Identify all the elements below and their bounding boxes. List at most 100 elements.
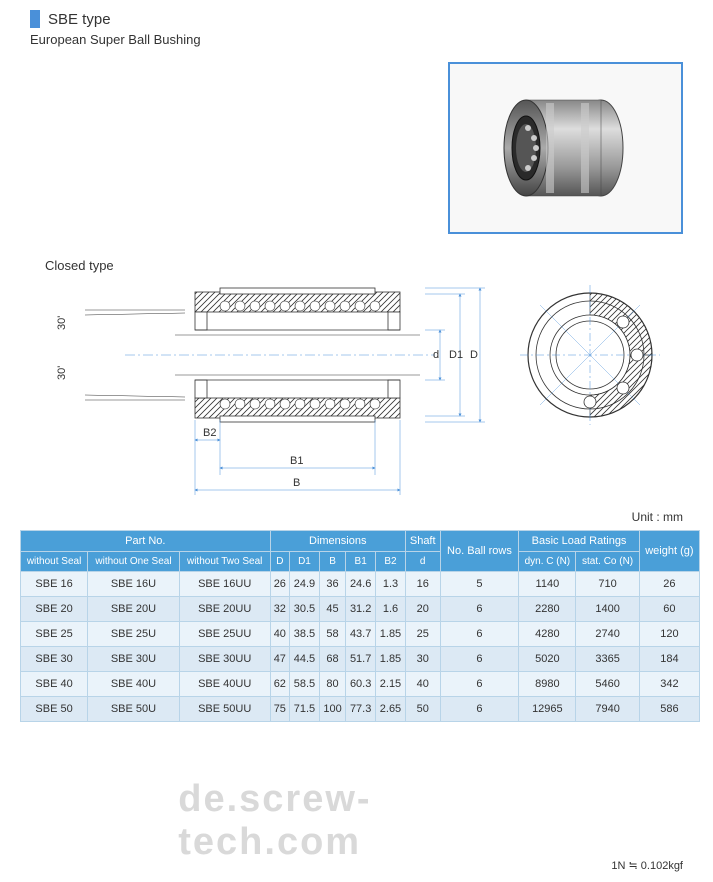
dim-d1: D1 xyxy=(449,349,463,361)
table-cell: 1.85 xyxy=(376,622,406,647)
table-cell: 31.2 xyxy=(346,597,376,622)
table-cell: SBE 40 xyxy=(21,672,88,697)
table-cell: SBE 40U xyxy=(88,672,180,697)
table-cell: SBE 50 xyxy=(21,697,88,722)
technical-diagram: B2 B1 B d D1 D 30' 30' xyxy=(45,280,685,505)
table-cell: SBE 16U xyxy=(88,572,180,597)
table-cell: SBE 20 xyxy=(21,597,88,622)
table-sub-header: B2 xyxy=(376,552,406,572)
table-cell: 24.6 xyxy=(346,572,376,597)
table-row: SBE 16SBE 16USBE 16UU2624.93624.61.31651… xyxy=(21,572,700,597)
table-cell: 26 xyxy=(270,572,289,597)
table-cell: 120 xyxy=(639,622,699,647)
page-header: SBE type European Super Ball Bushing xyxy=(0,0,713,47)
table-cell: 7940 xyxy=(576,697,639,722)
table-cell: 24.9 xyxy=(290,572,320,597)
table-cell: 2.65 xyxy=(376,697,406,722)
table-sub-header: B1 xyxy=(346,552,376,572)
table-cell: 44.5 xyxy=(290,647,320,672)
table-cell: 8980 xyxy=(519,672,576,697)
table-cell: 26 xyxy=(639,572,699,597)
table-cell: SBE 40UU xyxy=(179,672,270,697)
table-cell: 1.3 xyxy=(376,572,406,597)
subtitle: European Super Ball Bushing xyxy=(30,32,713,47)
table-cell: 25 xyxy=(405,622,440,647)
table-group-header: Basic Load Ratings xyxy=(519,531,639,552)
table-cell: 2.15 xyxy=(376,672,406,697)
type-title: SBE type xyxy=(48,11,111,28)
table-cell: SBE 16UU xyxy=(179,572,270,597)
table-cell: 16 xyxy=(405,572,440,597)
table-cell: 586 xyxy=(639,697,699,722)
table-cell: SBE 30 xyxy=(21,647,88,672)
table-cell: 1140 xyxy=(519,572,576,597)
table-cell: 51.7 xyxy=(346,647,376,672)
table-cell: 60.3 xyxy=(346,672,376,697)
table-row: SBE 40SBE 40USBE 40UU6258.58060.32.15406… xyxy=(21,672,700,697)
table-cell: 5 xyxy=(440,572,519,597)
table-sub-header: B xyxy=(319,552,345,572)
product-image-box xyxy=(448,62,683,234)
table-cell: 36 xyxy=(319,572,345,597)
table-cell: 6 xyxy=(440,697,519,722)
table-cell: 62 xyxy=(270,672,289,697)
table-cell: 342 xyxy=(639,672,699,697)
angle-2: 30' xyxy=(56,366,68,380)
table-cell: SBE 20U xyxy=(88,597,180,622)
table-cell: 71.5 xyxy=(290,697,320,722)
table-cell: 4280 xyxy=(519,622,576,647)
table-cell: 58.5 xyxy=(290,672,320,697)
table-row: SBE 20SBE 20USBE 20UU3230.54531.21.62062… xyxy=(21,597,700,622)
table-body: SBE 16SBE 16USBE 16UU2624.93624.61.31651… xyxy=(21,572,700,722)
table-cell: 20 xyxy=(405,597,440,622)
table-cell: 184 xyxy=(639,647,699,672)
table-cell: SBE 50U xyxy=(88,697,180,722)
table-sub-header: D xyxy=(270,552,289,572)
table-sub-header: d xyxy=(405,552,440,572)
table-cell: 45 xyxy=(319,597,345,622)
table-cell: 3365 xyxy=(576,647,639,672)
dim-b1: B1 xyxy=(290,455,303,467)
table-cell: 43.7 xyxy=(346,622,376,647)
dim-b: B xyxy=(293,477,300,489)
table-cell: SBE 30U xyxy=(88,647,180,672)
table-cell: 12965 xyxy=(519,697,576,722)
footnote: 1N ≒ 0.102kgf xyxy=(611,859,683,872)
table-cell: 5460 xyxy=(576,672,639,697)
table-group-header: Dimensions xyxy=(270,531,405,552)
table-cell: 68 xyxy=(319,647,345,672)
dim-D: D xyxy=(470,349,478,361)
table-header: Part No.DimensionsShaftNo. Ball rowsBasi… xyxy=(21,531,700,572)
dim-d: d xyxy=(433,349,439,361)
table-row: SBE 30SBE 30USBE 30UU4744.56851.71.85306… xyxy=(21,647,700,672)
table-sub-header: D1 xyxy=(290,552,320,572)
table-cell: 47 xyxy=(270,647,289,672)
table-cell: SBE 25U xyxy=(88,622,180,647)
table-cell: SBE 20UU xyxy=(179,597,270,622)
table-cell: 1.6 xyxy=(376,597,406,622)
table-cell: SBE 25 xyxy=(21,622,88,647)
table-group-header: weight (g) xyxy=(639,531,699,572)
table-group-header: Shaft xyxy=(405,531,440,552)
table-cell: 6 xyxy=(440,622,519,647)
table-cell: 6 xyxy=(440,597,519,622)
table-sub-header: dyn. C (N) xyxy=(519,552,576,572)
table-cell: 80 xyxy=(319,672,345,697)
title-row: SBE type xyxy=(30,10,713,28)
table-group-header: No. Ball rows xyxy=(440,531,519,572)
closed-type-label: Closed type xyxy=(45,258,114,273)
table-cell: 30.5 xyxy=(290,597,320,622)
angle-1: 30' xyxy=(56,316,68,330)
table-cell: 1400 xyxy=(576,597,639,622)
table-cell: 2740 xyxy=(576,622,639,647)
watermark: de.screw-tech.com xyxy=(178,778,535,864)
table-cell: 58 xyxy=(319,622,345,647)
table-cell: 6 xyxy=(440,647,519,672)
table-cell: 38.5 xyxy=(290,622,320,647)
table-sub-header: without One Seal xyxy=(88,552,180,572)
table-sub-header: without Two Seal xyxy=(179,552,270,572)
table-cell: SBE 30UU xyxy=(179,647,270,672)
table-cell: 2280 xyxy=(519,597,576,622)
table-cell: 710 xyxy=(576,572,639,597)
table-cell: 77.3 xyxy=(346,697,376,722)
